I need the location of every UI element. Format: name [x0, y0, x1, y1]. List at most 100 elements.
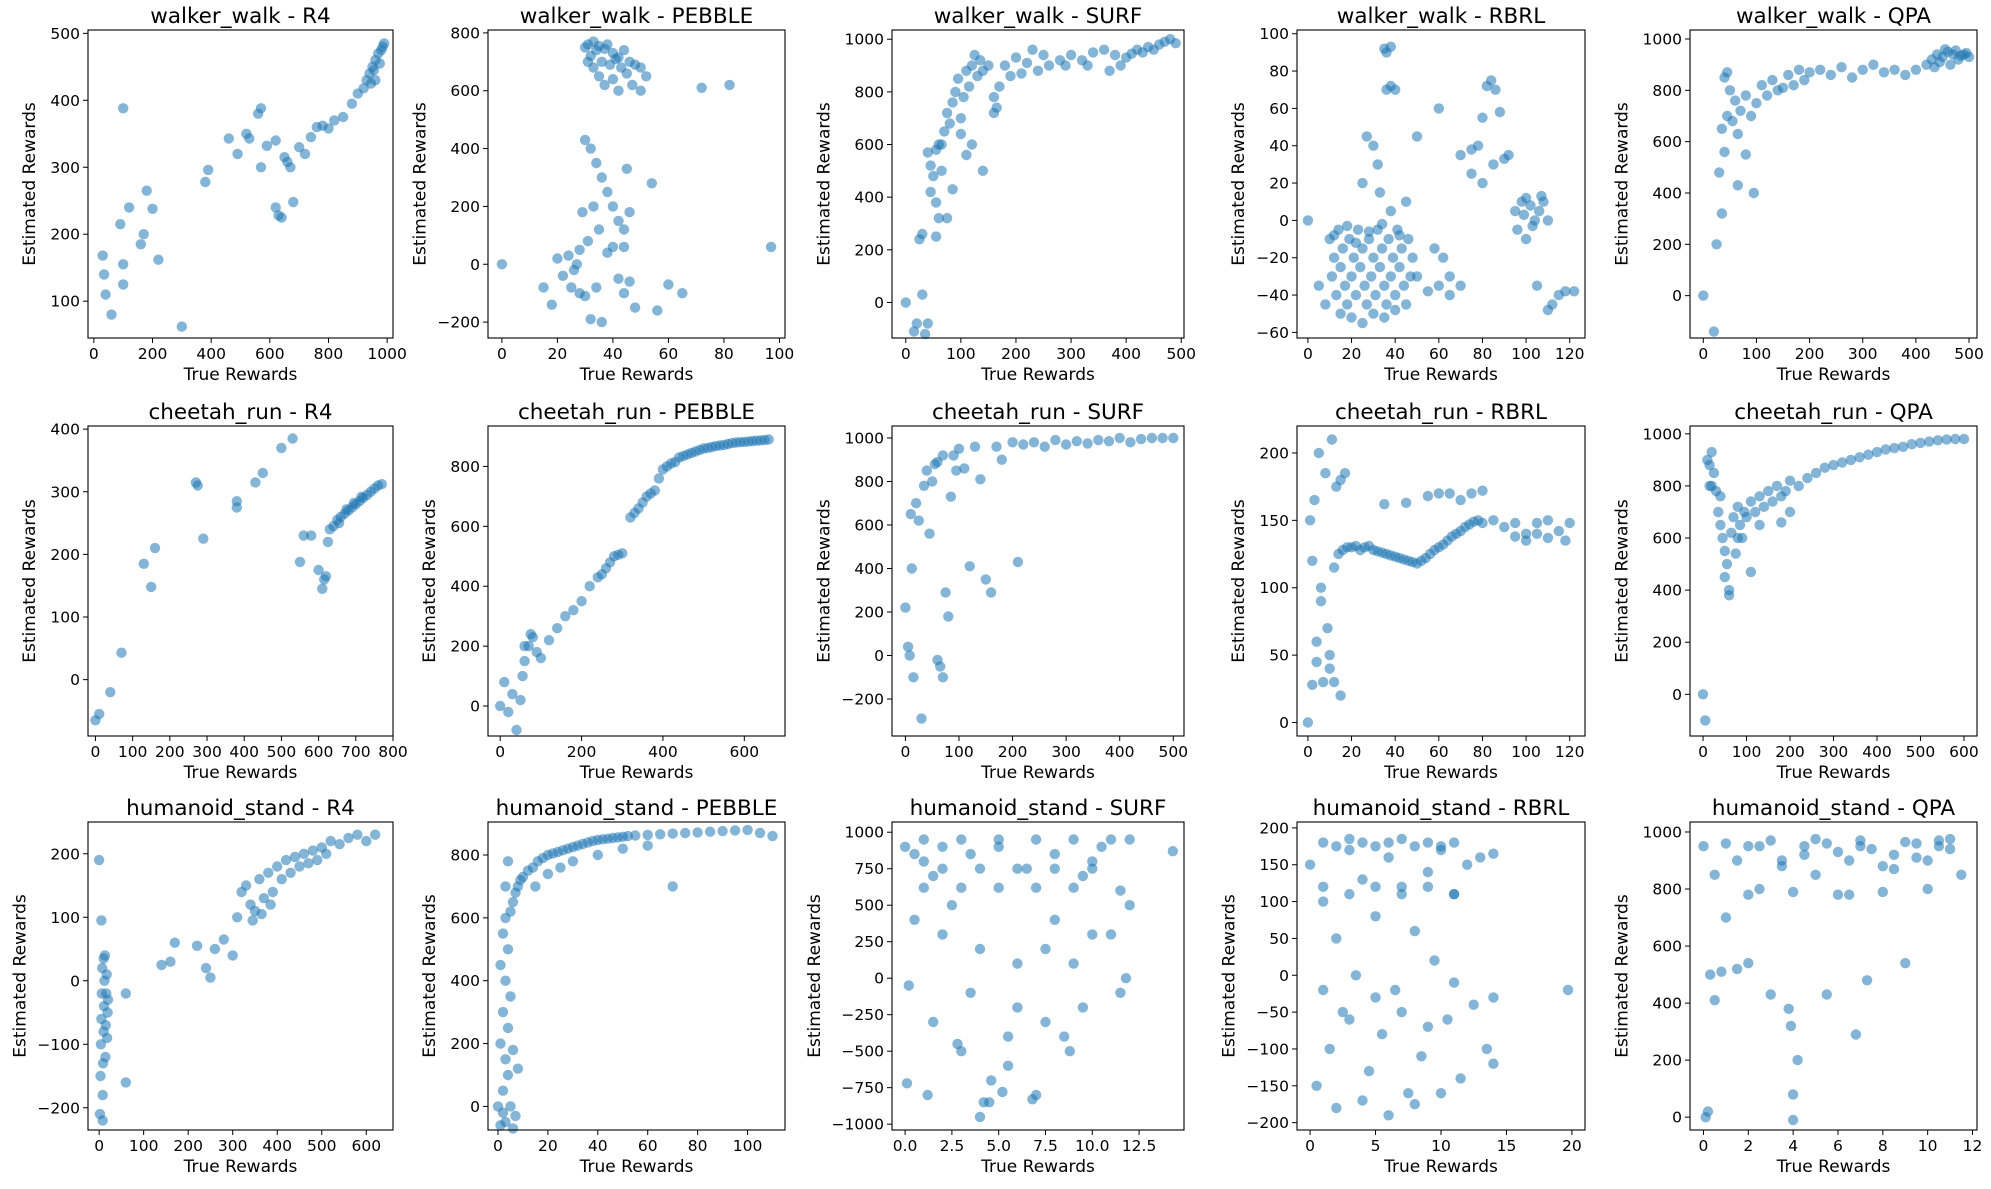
data-point [370, 829, 381, 840]
data-point [1433, 280, 1445, 291]
data-point [629, 302, 641, 313]
y-axis-label: Estimated Rewards [420, 499, 440, 663]
data-point [1331, 933, 1342, 944]
data-point [1429, 243, 1440, 254]
data-point [1368, 308, 1379, 319]
data-point [969, 441, 981, 452]
data-point [1836, 61, 1847, 73]
data-point [1741, 512, 1752, 523]
data-point [1888, 849, 1900, 860]
data-point [1331, 841, 1342, 852]
data-point [141, 185, 152, 196]
data-point [1098, 44, 1110, 55]
subplot-title: humanoid_stand - R4 [126, 796, 355, 821]
data-point [1924, 436, 1935, 447]
data-point [496, 259, 508, 270]
x-tick-label: 500 [267, 743, 297, 761]
data-point [1455, 280, 1466, 291]
data-point [1370, 992, 1381, 1003]
data-point [1468, 999, 1479, 1010]
x-tick-label: 200 [138, 345, 168, 363]
data-point [1050, 434, 1061, 446]
data-point [1313, 447, 1325, 459]
data-point [1745, 110, 1757, 122]
x-tick-label: 10 [1431, 1137, 1451, 1155]
data-point [1350, 237, 1362, 248]
data-point [1810, 869, 1821, 880]
data-point [1120, 973, 1132, 984]
scatter-points [492, 824, 778, 1134]
data-point [1331, 1102, 1342, 1114]
y-tick-label: 200 [854, 241, 884, 259]
data-point [1311, 1080, 1322, 1092]
x-axis-label: True Rewards [1776, 1157, 1891, 1177]
data-point [1477, 517, 1488, 529]
x-tick-label: 200 [1001, 345, 1031, 363]
subplot-title: walker_walk - SURF [934, 4, 1143, 29]
subplot-title: walker_walk - R4 [150, 4, 330, 29]
data-point [343, 832, 354, 844]
data-point [936, 139, 947, 150]
data-point [900, 297, 911, 308]
data-point [566, 282, 577, 293]
x-tick-label: 12 [1963, 1137, 1983, 1155]
data-point [928, 1016, 939, 1028]
axes-frame [87, 821, 394, 1131]
data-point [1304, 515, 1316, 526]
data-point [1363, 233, 1375, 245]
data-point [1093, 434, 1104, 446]
subplot-title: cheetah_run - QPA [1734, 400, 1933, 425]
data-point [276, 442, 287, 454]
data-point [1750, 506, 1761, 518]
data-point [655, 829, 666, 840]
data-point [928, 870, 939, 882]
data-point [1357, 317, 1368, 329]
x-tick-label: 0 [89, 345, 99, 363]
data-point [937, 863, 948, 874]
axes-frame [891, 821, 1185, 1131]
data-point [908, 672, 919, 683]
data-point [696, 82, 707, 94]
data-point [607, 241, 619, 253]
subplot-7: 0 200 400 600 0 200 400 600 800 cheetah_run - PEB… [420, 400, 786, 783]
data-point [352, 829, 363, 840]
data-point [1900, 69, 1911, 81]
subplot-9: 0 20 40 60 80 100 120 0 50 100 150 200 cheetah_run -… [1229, 400, 1586, 783]
data-point [272, 861, 283, 872]
data-point [1010, 52, 1022, 63]
data-point [512, 1063, 524, 1074]
data-point [294, 861, 305, 872]
y-tick-label: 750 [854, 860, 884, 878]
data-point [991, 102, 1002, 113]
data-point [1060, 439, 1072, 450]
x-tick-label: 500 [1166, 345, 1196, 363]
y-tick-label: 40 [1269, 137, 1289, 155]
data-point [244, 133, 255, 144]
data-point [519, 640, 530, 652]
data-point [1328, 676, 1340, 688]
data-point [1717, 532, 1728, 544]
x-tick-label: 12.5 [1122, 1137, 1157, 1155]
y-tick-label: 400 [854, 560, 884, 578]
data-point [922, 147, 933, 158]
x-tick-label: 0 [493, 1137, 503, 1155]
data-point [579, 290, 591, 302]
data-point [1032, 65, 1044, 77]
data-point [250, 477, 261, 488]
data-point [368, 65, 380, 76]
y-tick-label: −200 [437, 314, 480, 332]
data-point [1387, 252, 1399, 263]
data-point [1411, 271, 1423, 282]
data-point [1087, 47, 1099, 58]
data-point [1357, 837, 1368, 848]
data-point [200, 962, 212, 974]
y-tick-label: 0 [874, 294, 884, 312]
data-point [1342, 299, 1353, 310]
data-point [1727, 115, 1738, 127]
data-point [661, 461, 673, 472]
data-point [1889, 64, 1900, 76]
data-point [1740, 149, 1752, 160]
data-point [652, 305, 663, 316]
x-axis-label: True Rewards [579, 1157, 694, 1177]
